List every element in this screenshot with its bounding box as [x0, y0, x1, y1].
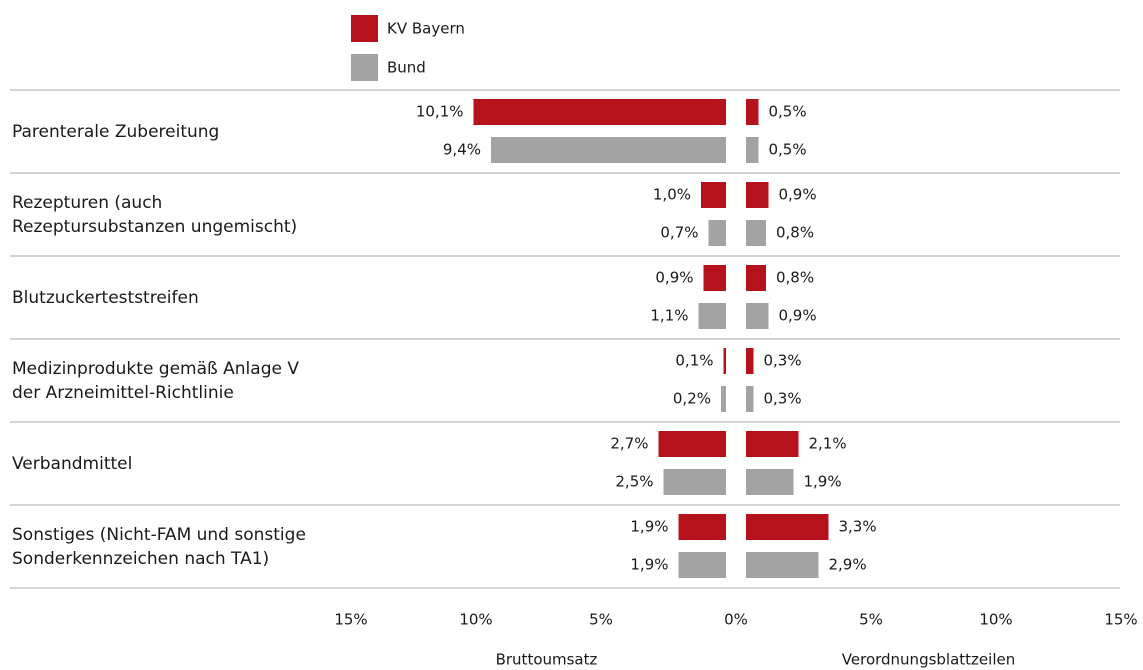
- legend-swatch: [351, 54, 378, 81]
- value-label: 0,9%: [655, 269, 693, 287]
- value-label: 0,5%: [769, 141, 807, 159]
- value-label: 1,0%: [653, 186, 691, 204]
- value-label: 0,9%: [779, 186, 817, 204]
- bar: [703, 265, 726, 291]
- value-label: 0,5%: [769, 103, 807, 121]
- bar: [721, 386, 726, 412]
- bar: [658, 431, 726, 457]
- bar: [701, 182, 726, 208]
- value-label: 0,9%: [779, 307, 817, 325]
- bar: [473, 99, 726, 125]
- x-tick-label: 0%: [724, 611, 748, 629]
- bar: [746, 431, 799, 457]
- x-axis-label: Bruttoumsatz: [496, 651, 598, 669]
- value-label: 0,1%: [675, 352, 713, 370]
- value-label: 2,1%: [809, 435, 847, 453]
- category-label: Rezepturen (auch Rezeptursubstanzen ungem…: [12, 193, 297, 237]
- bar: [698, 303, 726, 329]
- x-tick-label: 15%: [1104, 611, 1137, 629]
- category-label: Blutzuckerteststreifen: [12, 288, 199, 308]
- value-label: 0,7%: [660, 224, 698, 242]
- bar: [746, 99, 759, 125]
- value-label: 3,3%: [839, 518, 877, 536]
- category-label: Parenterale Zubereitung: [12, 122, 219, 142]
- bar: [746, 386, 754, 412]
- bar: [723, 348, 726, 374]
- bar: [746, 348, 754, 374]
- x-tick-label: 10%: [979, 611, 1012, 629]
- category-label: Verbandmittel: [12, 454, 132, 474]
- bar: [663, 469, 726, 495]
- bar: [746, 514, 829, 540]
- value-label: 0,8%: [776, 269, 814, 287]
- bar: [746, 265, 766, 291]
- bar: [746, 220, 766, 246]
- value-label: 1,9%: [630, 518, 668, 536]
- bar: [491, 137, 726, 163]
- value-label: 1,1%: [650, 307, 688, 325]
- value-label: 0,3%: [764, 390, 802, 408]
- bar: [746, 552, 819, 578]
- bar: [746, 182, 769, 208]
- legend-label: Bund: [387, 59, 426, 77]
- bar: [746, 137, 759, 163]
- legend-swatch: [351, 15, 378, 42]
- value-label: 1,9%: [804, 473, 842, 491]
- value-label: 9,4%: [443, 141, 481, 159]
- value-label: 10,1%: [416, 103, 464, 121]
- x-tick-label: 15%: [334, 611, 367, 629]
- value-label: 0,2%: [673, 390, 711, 408]
- x-tick-label: 5%: [859, 611, 883, 629]
- category-label: Sonstiges (Nicht-FAM und sonstige Sonderk…: [12, 525, 306, 569]
- bar: [678, 552, 726, 578]
- bar: [746, 469, 794, 495]
- value-label: 2,5%: [615, 473, 653, 491]
- value-label: 2,9%: [829, 556, 867, 574]
- value-label: 0,8%: [776, 224, 814, 242]
- legend-label: KV Bayern: [387, 20, 465, 38]
- bar: [746, 303, 769, 329]
- bar: [678, 514, 726, 540]
- value-label: 0,3%: [764, 352, 802, 370]
- bar: [708, 220, 726, 246]
- x-tick-label: 10%: [459, 611, 492, 629]
- value-label: 1,9%: [630, 556, 668, 574]
- value-label: 2,7%: [610, 435, 648, 453]
- x-tick-label: 5%: [589, 611, 613, 629]
- x-axis-label: Verordnungsblattzeilen: [842, 651, 1015, 669]
